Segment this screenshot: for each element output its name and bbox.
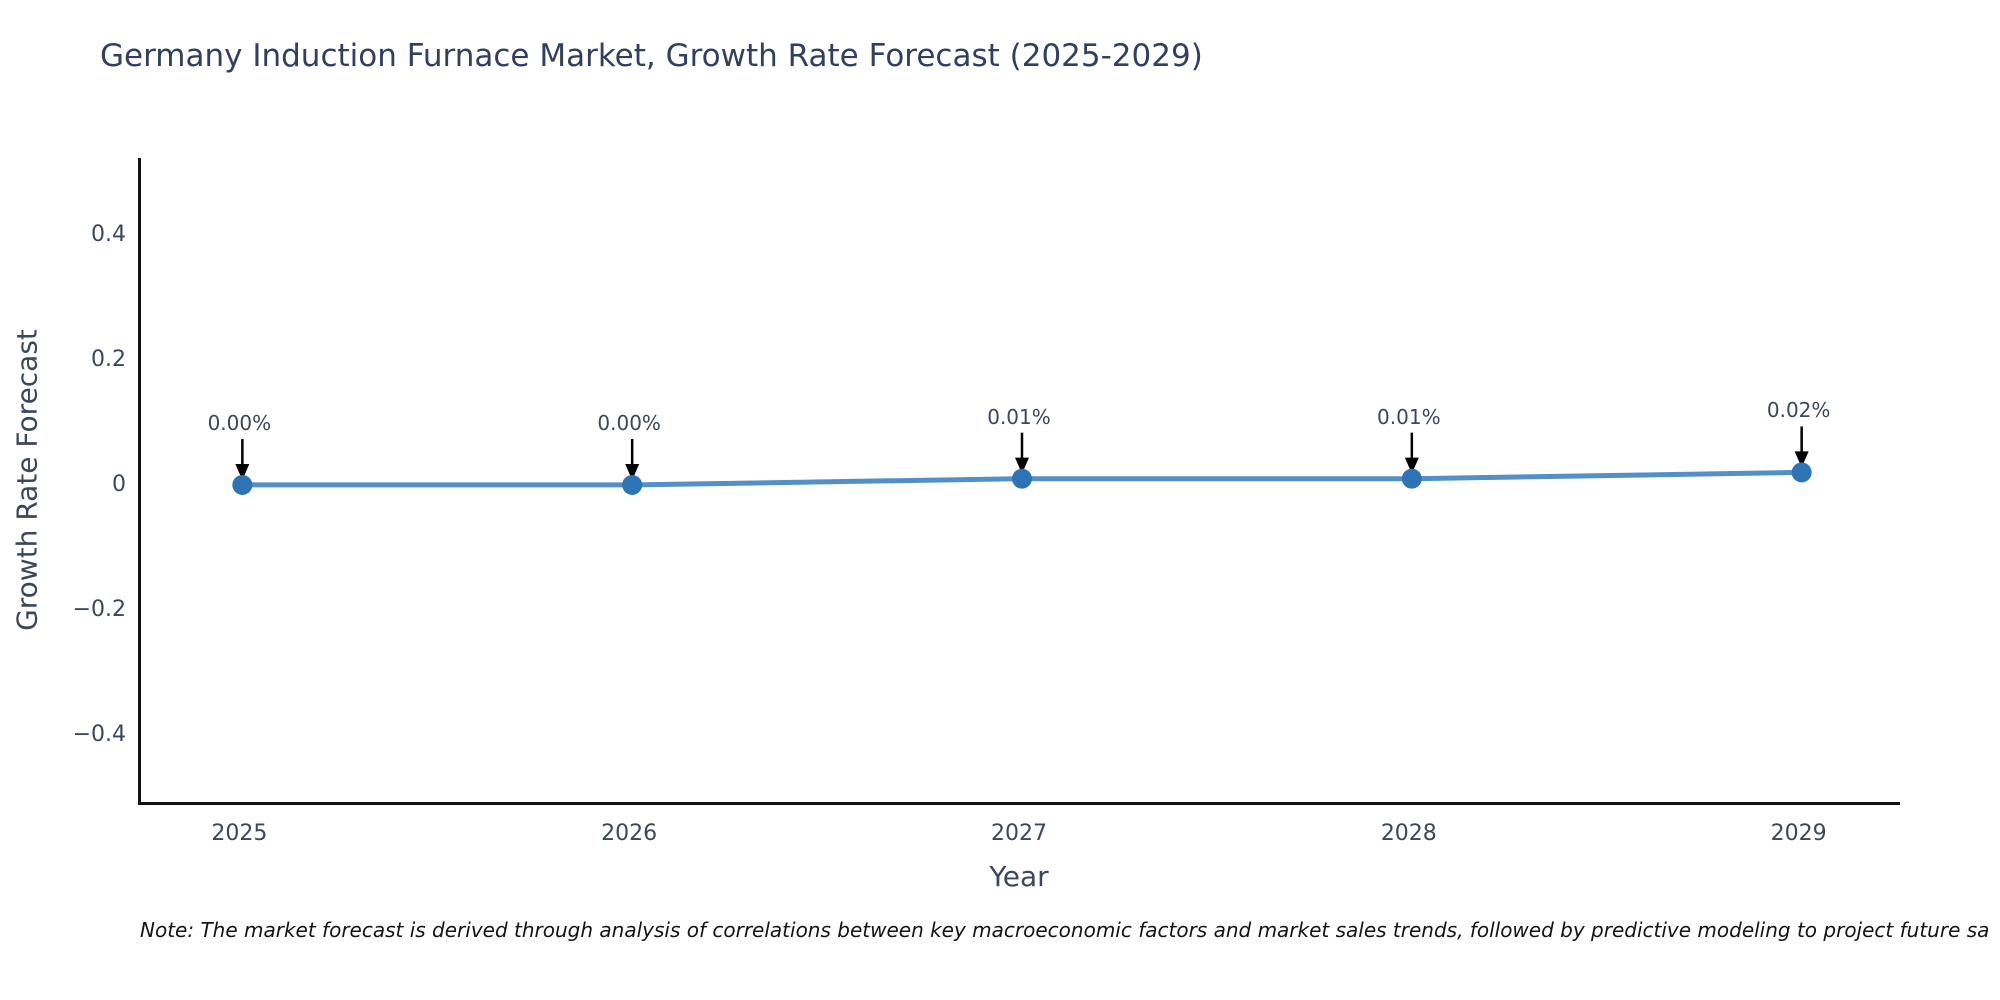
footnote: Note: The market forecast is derived thr… bbox=[140, 918, 1990, 942]
y-tick-label: −0.4 bbox=[72, 721, 126, 747]
data-point-marker bbox=[622, 474, 643, 495]
annotation-arrow-head bbox=[1404, 457, 1419, 474]
data-point-marker bbox=[1401, 468, 1422, 489]
data-point-marker bbox=[1791, 462, 1812, 483]
y-tick-label: −0.2 bbox=[72, 596, 126, 622]
annotation-arrow-head bbox=[625, 463, 640, 480]
x-tick-label: 2029 bbox=[1770, 821, 1827, 846]
y-tick-label: 0.4 bbox=[91, 221, 126, 247]
point-label: 0.02% bbox=[1766, 398, 1831, 423]
x-tick-label: 2026 bbox=[601, 821, 658, 846]
point-label: 0.01% bbox=[987, 404, 1051, 429]
y-tick-label: 0 bbox=[112, 471, 126, 497]
x-tick-label: 2028 bbox=[1380, 821, 1437, 846]
point-label: 0.00% bbox=[597, 410, 661, 435]
x-axis-title: Year bbox=[989, 860, 1049, 893]
annotation-arrow-head bbox=[1794, 451, 1809, 468]
x-tick-label: 2027 bbox=[991, 821, 1047, 846]
chart-title: Germany Induction Furnace Market, Growth… bbox=[100, 38, 1203, 74]
data-point-marker bbox=[232, 474, 253, 495]
annotation-arrow-head bbox=[235, 463, 250, 480]
y-tick-label: 0.2 bbox=[91, 346, 126, 372]
plot-area bbox=[138, 158, 1900, 805]
point-label: 0.01% bbox=[1377, 404, 1441, 429]
point-label: 0.00% bbox=[207, 410, 272, 435]
data-point-marker bbox=[1012, 468, 1032, 489]
annotation-arrow-head bbox=[1015, 457, 1029, 474]
x-tick-label: 2025 bbox=[211, 821, 268, 846]
line-series-canvas bbox=[232, 426, 1812, 495]
